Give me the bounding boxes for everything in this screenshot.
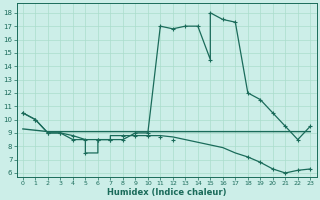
X-axis label: Humidex (Indice chaleur): Humidex (Indice chaleur) — [107, 188, 226, 197]
